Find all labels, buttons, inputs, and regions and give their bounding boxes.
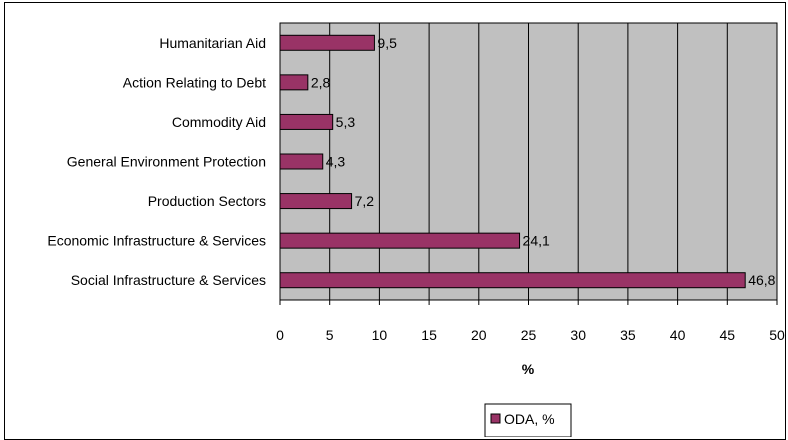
gridlines: [329, 23, 728, 300]
data-label: 4,3: [326, 154, 346, 170]
x-tick-label: 30: [570, 327, 586, 343]
bar: [279, 193, 353, 210]
category-label: Social Infrastructure & Services: [71, 272, 266, 288]
x-tick-label: 45: [720, 327, 736, 343]
data-label: 2,8: [311, 74, 331, 90]
x-tick-label: 15: [421, 327, 437, 343]
category-label: Commodity Aid: [172, 114, 266, 130]
data-label: 9,5: [377, 35, 397, 51]
category-label: General Environment Protection: [67, 154, 266, 170]
x-tick-label: 10: [372, 327, 388, 343]
data-labels: 46,8 24,1 7,2 4,3 5,3 2,8 9,5: [311, 35, 776, 288]
legend-label: ODA, %: [504, 411, 555, 427]
category-labels: Social Infrastructure & Services Economic…: [47, 35, 266, 288]
data-label: 7,2: [355, 193, 375, 209]
x-tick-label: 40: [670, 327, 686, 343]
x-axis: 0 5 10 15 20 25 30 35 40 45 50: [276, 300, 785, 343]
x-tick-label: 35: [620, 327, 636, 343]
x-tick-label: 50: [769, 327, 785, 343]
bar: [279, 34, 375, 51]
data-label: 24,1: [523, 233, 550, 249]
bar: [279, 74, 309, 91]
category-label: Production Sectors: [148, 193, 266, 209]
category-label: Action Relating to Debt: [123, 74, 266, 90]
category-label: Economic Infrastructure & Services: [47, 233, 266, 249]
x-axis-title: %: [522, 361, 535, 377]
bars: [279, 34, 746, 289]
bar: [279, 153, 324, 170]
x-tick-label: 0: [276, 327, 284, 343]
data-label: 5,3: [336, 114, 356, 130]
x-tick-label: 25: [521, 327, 537, 343]
legend-swatch: [490, 413, 501, 424]
category-label: Humanitarian Aid: [159, 35, 266, 51]
x-tick-label: 20: [471, 327, 487, 343]
data-label: 46,8: [748, 272, 775, 288]
bar: [279, 272, 746, 289]
bar: [279, 232, 521, 249]
bar: [279, 113, 334, 130]
legend: ODA, %: [484, 403, 572, 437]
x-tick-label: 5: [326, 327, 334, 343]
